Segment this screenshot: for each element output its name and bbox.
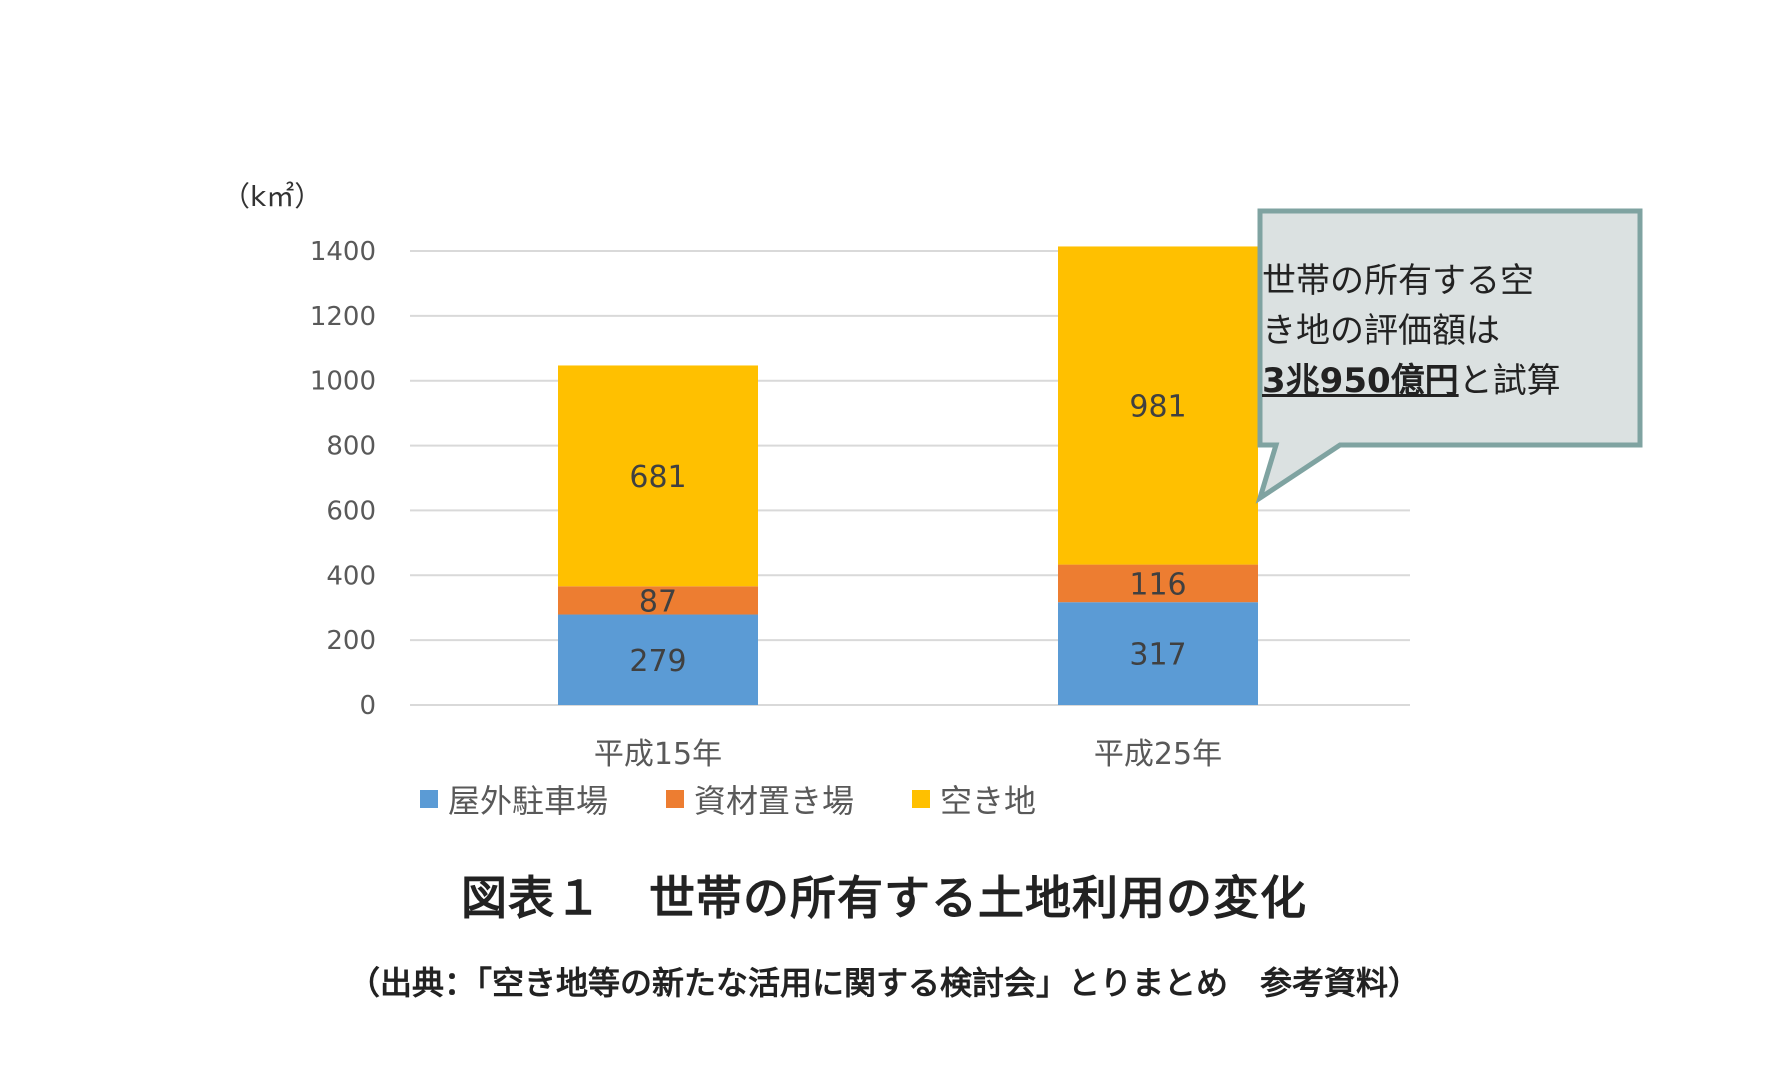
- y-tick-label: 1400: [310, 237, 376, 267]
- legend-item-vacant: 空き地: [912, 776, 1036, 822]
- legend-swatch-parking: [420, 790, 438, 808]
- bar-segment: [558, 614, 758, 705]
- source-citation: （出典：「空き地等の新たな活用に関する検討会」とりまとめ 参考資料）: [347, 964, 1420, 1002]
- y-axis-unit: （k㎡）: [222, 180, 322, 213]
- x-category-label: 平成15年: [594, 737, 722, 772]
- annotation-callout: [1255, 208, 1643, 504]
- y-tick-label: 800: [326, 432, 376, 462]
- data-label: 279: [629, 644, 686, 679]
- y-tick-label: 600: [326, 496, 376, 526]
- callout-amount: 3兆950億円: [1262, 361, 1459, 401]
- bar-segment: [558, 365, 758, 587]
- x-category-label: 平成25年: [1094, 737, 1222, 772]
- data-label: 116: [1129, 567, 1186, 602]
- stacked-bar-chart: （k㎡） 0 200 400 600 800 1000 1200 1400 279 87 681 3…: [222, 180, 1643, 772]
- callout-text: 世帯の所有する空 き地の評価額は 3兆950億円と試算: [1262, 256, 1632, 406]
- legend-item-materials: 資材置き場: [666, 776, 854, 822]
- y-tick-label: 1200: [310, 302, 376, 332]
- legend-label-parking: 屋外駐車場: [448, 782, 609, 820]
- legend: 屋外駐車場 資材置き場 空き地: [420, 776, 1036, 822]
- callout-box: [1255, 208, 1643, 504]
- y-tick-label: 0: [359, 691, 376, 721]
- bar-segment: [1058, 564, 1258, 603]
- y-axis-ticks: 0 200 400 600 800 1000 1200 1400: [310, 237, 376, 721]
- bar-segment: [1058, 246, 1258, 565]
- legend-item-parking: 屋外駐車場: [420, 776, 608, 822]
- legend-swatch-vacant: [912, 790, 931, 808]
- callout-line-2: き地の評価額は: [1262, 311, 1500, 351]
- y-tick-label: 200: [326, 626, 376, 656]
- bars: 279 87 681 317 116 981: [558, 246, 1258, 705]
- category-labels: 平成15年 平成25年: [594, 737, 1222, 772]
- y-tick-label: 400: [326, 561, 376, 591]
- data-label: 681: [629, 460, 686, 495]
- y-tick-label: 1000: [310, 367, 376, 397]
- bar-segment: [558, 586, 758, 615]
- data-label: 87: [639, 584, 677, 619]
- figure-title: 図表１ 世帯の所有する土地利用の変化: [461, 871, 1307, 925]
- legend-label-materials: 資材置き場: [694, 782, 855, 820]
- data-label: 317: [1129, 638, 1186, 673]
- callout-line-1: 世帯の所有する空: [1262, 261, 1534, 301]
- callout-suffix: と試算: [1458, 361, 1561, 401]
- bar-segment: [1058, 602, 1258, 705]
- legend-swatch-materials: [666, 790, 685, 808]
- data-label: 981: [1129, 390, 1186, 425]
- legend-label-vacant: 空き地: [940, 782, 1037, 820]
